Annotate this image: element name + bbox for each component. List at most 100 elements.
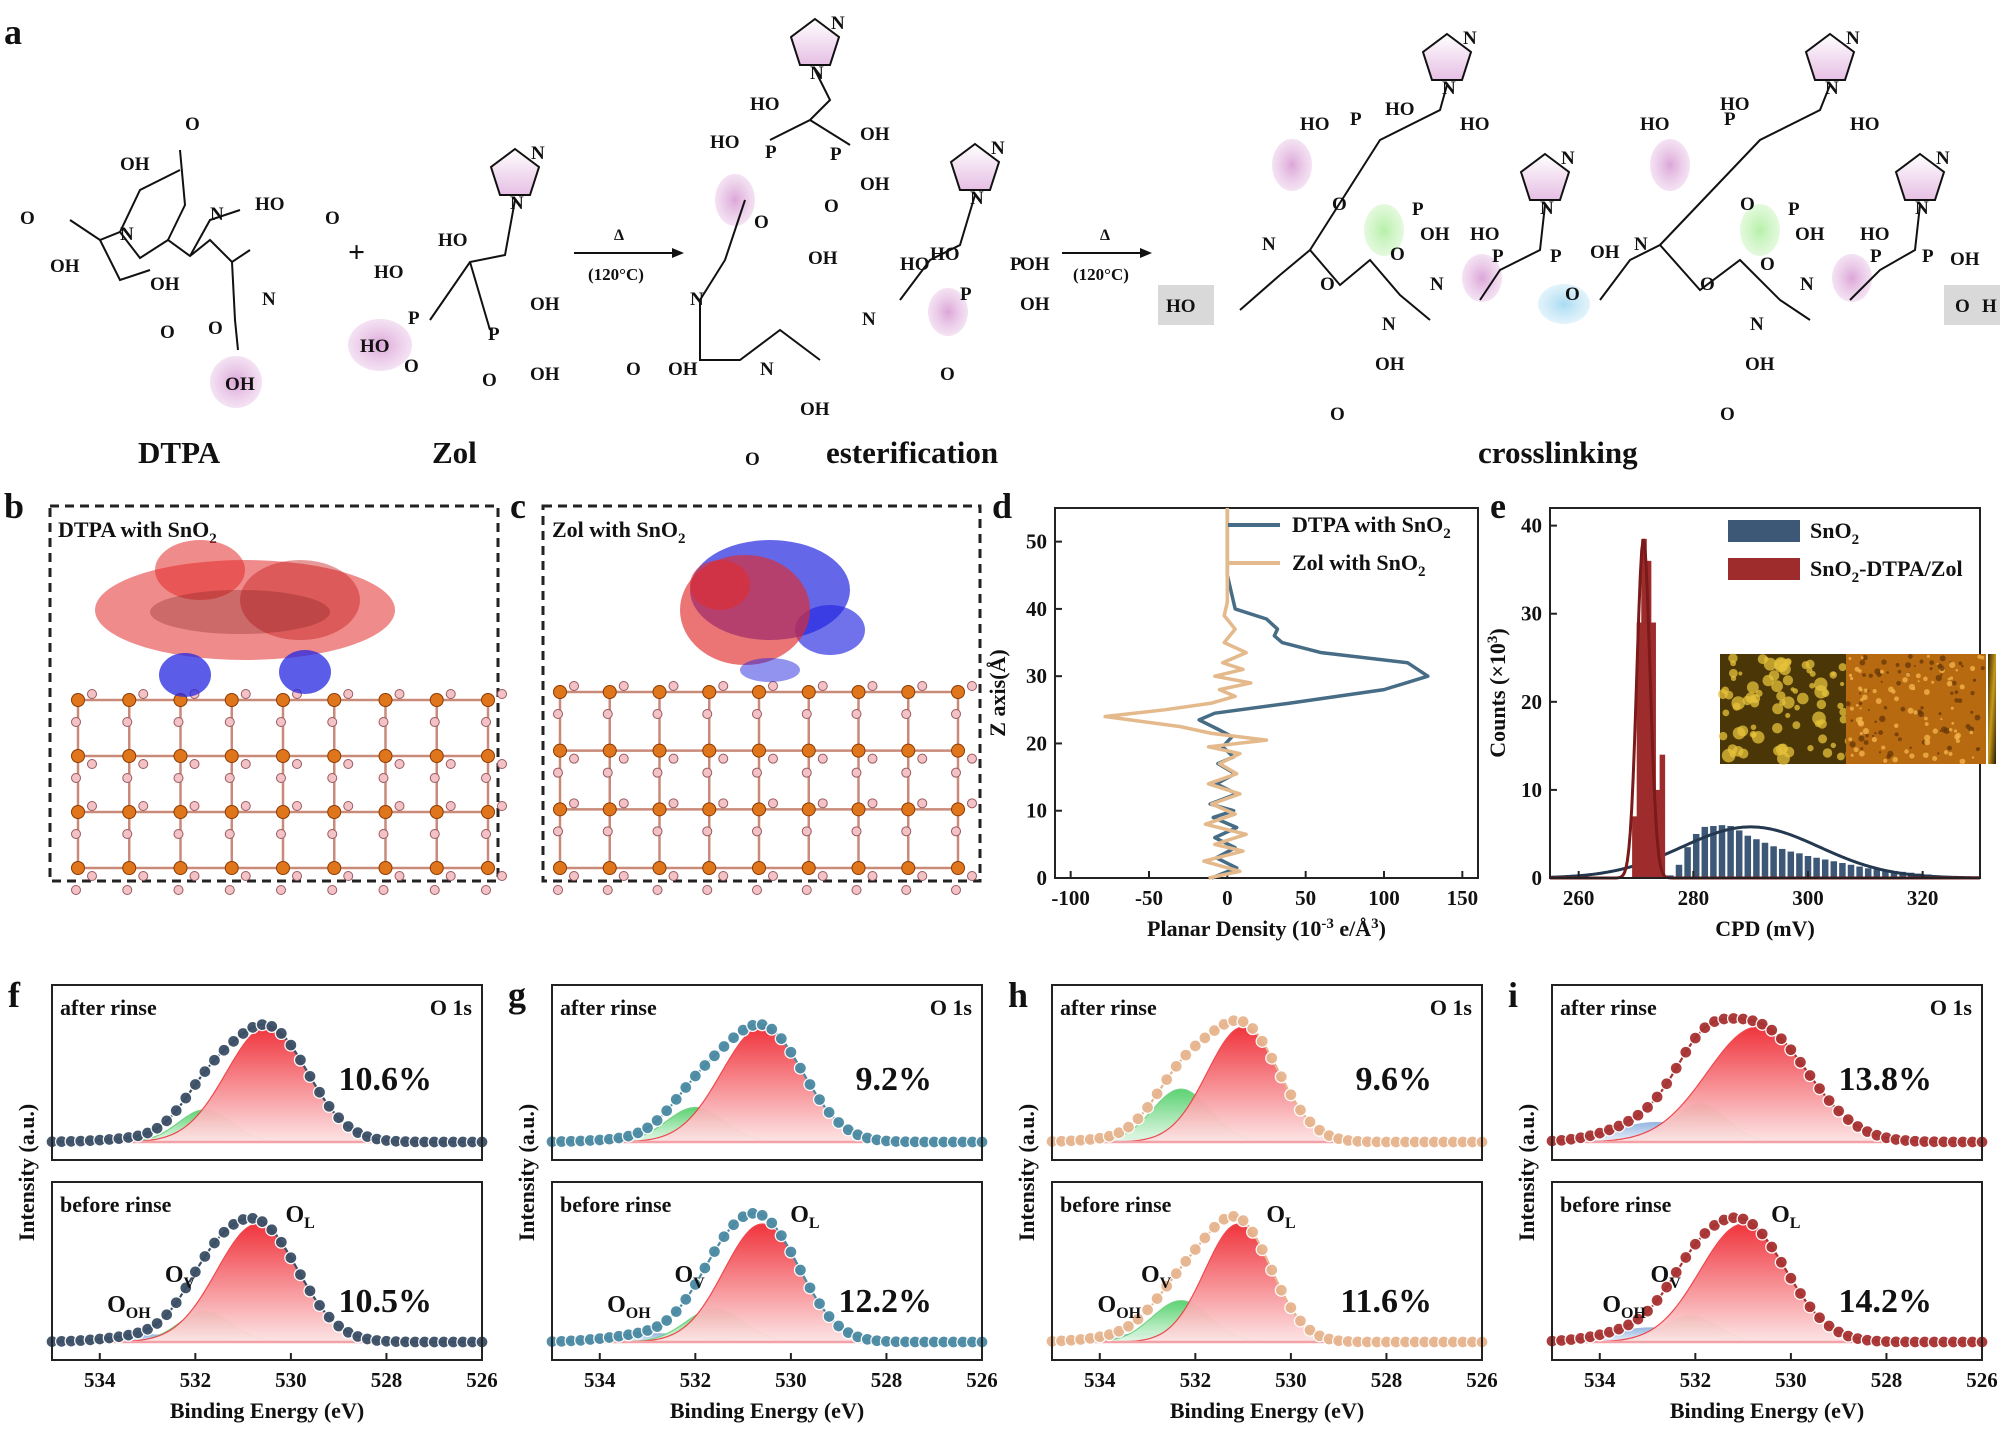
imidazole-x-3 bbox=[1804, 32, 1856, 81]
o-atom bbox=[224, 773, 235, 783]
afm-grain bbox=[1880, 680, 1883, 683]
afm-grain bbox=[1730, 675, 1737, 681]
y-tick-label-d: 20 bbox=[1026, 731, 1047, 755]
afm-grain bbox=[1938, 712, 1942, 716]
atom-o-group: HO bbox=[1850, 114, 1880, 135]
data-point bbox=[1131, 1112, 1145, 1126]
ooh-label: OOH bbox=[107, 1292, 151, 1322]
afm-grain bbox=[1776, 691, 1786, 701]
afm-grain bbox=[1848, 737, 1853, 742]
o-atom bbox=[851, 709, 862, 719]
sn-atom bbox=[652, 743, 667, 758]
afm-grain bbox=[1859, 688, 1863, 692]
sn-atom bbox=[429, 749, 444, 763]
data-point bbox=[707, 1049, 722, 1063]
sn-atom bbox=[429, 805, 444, 819]
arrow1-delta: Δ bbox=[614, 227, 624, 244]
histogram-bar-sno2 bbox=[1787, 851, 1795, 878]
afm-grain bbox=[1749, 730, 1757, 738]
x-tick-label-d: 150 bbox=[1447, 886, 1479, 910]
atom-p: P bbox=[1550, 246, 1562, 267]
histogram-bar-sno2 bbox=[1882, 870, 1889, 878]
data-point bbox=[265, 1223, 279, 1237]
afm-grain bbox=[1919, 659, 1924, 664]
histogram-bar-sno2 bbox=[1804, 855, 1812, 878]
atom-n: N bbox=[262, 289, 276, 310]
sn-atom bbox=[224, 861, 239, 875]
data-point bbox=[1784, 1043, 1798, 1057]
data-point bbox=[1160, 1072, 1174, 1087]
histogram-bar-sno2 bbox=[1710, 826, 1717, 878]
data-point bbox=[1650, 1090, 1664, 1104]
x-axis-label-h: Binding Energy (eV) bbox=[1170, 1398, 1364, 1423]
x-tick-label-f: 532 bbox=[180, 1368, 212, 1392]
afm-grain bbox=[1732, 702, 1741, 711]
y-tick-label-e: 10 bbox=[1521, 778, 1542, 802]
histogram-bar-sno2 bbox=[1684, 847, 1691, 878]
data-point bbox=[226, 1034, 241, 1049]
x-axis-label-f: Binding Energy (eV) bbox=[170, 1398, 364, 1423]
data-point bbox=[1150, 1291, 1164, 1306]
afm-grain bbox=[1924, 739, 1931, 746]
afm-grain bbox=[1862, 673, 1866, 677]
atom-n: N bbox=[1800, 274, 1814, 295]
top-state-label: after rinse bbox=[60, 995, 157, 1020]
data-point bbox=[1822, 1093, 1836, 1108]
sn-atom bbox=[602, 685, 617, 699]
data-point bbox=[679, 1080, 693, 1095]
o-atom bbox=[951, 709, 961, 719]
data-point bbox=[322, 1099, 336, 1113]
afm-grain bbox=[1849, 741, 1856, 748]
afm-grain bbox=[1932, 728, 1938, 734]
data-point bbox=[265, 1019, 279, 1034]
afm-grain bbox=[1904, 749, 1909, 754]
histogram-bar-modified bbox=[1636, 622, 1643, 878]
o-atom bbox=[189, 801, 200, 811]
o-atom bbox=[967, 798, 977, 809]
o-atom bbox=[752, 885, 762, 895]
histogram-bar-sno2 bbox=[1727, 826, 1734, 878]
afm-grain bbox=[1858, 735, 1865, 742]
data-point bbox=[1822, 1319, 1836, 1333]
data-point bbox=[1150, 1087, 1164, 1101]
sn-atom bbox=[224, 805, 239, 819]
data-point bbox=[765, 1216, 779, 1230]
atom-oh: OH bbox=[860, 174, 890, 195]
bottom-state-label: before rinse bbox=[60, 1192, 172, 1217]
x-tick-label-d: 0 bbox=[1222, 886, 1233, 910]
afm-grain bbox=[1932, 756, 1938, 762]
oxygen-vacancy-pct-top: 13.8% bbox=[1839, 1061, 1933, 1098]
afm-grain bbox=[1862, 694, 1868, 701]
data-point bbox=[765, 1022, 779, 1036]
sn-atom bbox=[752, 802, 766, 817]
data-point bbox=[726, 1031, 741, 1045]
o-atom bbox=[224, 829, 235, 839]
atom-o: O bbox=[160, 322, 175, 343]
data-point bbox=[1698, 1021, 1712, 1035]
data-point bbox=[1746, 1217, 1760, 1232]
afm-grain bbox=[1816, 699, 1827, 710]
o-atom bbox=[801, 709, 812, 719]
o-atom bbox=[122, 773, 133, 783]
ooh-label: OOH bbox=[1602, 1292, 1646, 1322]
data-point bbox=[1265, 1263, 1279, 1277]
x-tick-label-f: 530 bbox=[275, 1368, 307, 1392]
o-atom bbox=[122, 885, 133, 895]
o-atom bbox=[652, 826, 663, 837]
ov-label: OV bbox=[165, 1262, 196, 1292]
histogram-bar-sno2 bbox=[1744, 835, 1752, 878]
chem-bond bbox=[699, 199, 821, 361]
afm-grain bbox=[1722, 709, 1730, 717]
atom-o-group: OH bbox=[1950, 249, 1980, 270]
atom-o-group: O bbox=[1760, 254, 1775, 275]
o-atom bbox=[901, 767, 912, 778]
sn-atom bbox=[702, 685, 717, 699]
o-atom bbox=[292, 759, 302, 769]
atom-p: P bbox=[408, 308, 420, 329]
afm-grain bbox=[1948, 728, 1953, 732]
atom-o-group: OH bbox=[1745, 354, 1775, 375]
sno2-lattice-c bbox=[553, 681, 977, 895]
sn-atom bbox=[801, 802, 816, 817]
data-point bbox=[1688, 1031, 1702, 1045]
o-atom bbox=[497, 759, 507, 769]
